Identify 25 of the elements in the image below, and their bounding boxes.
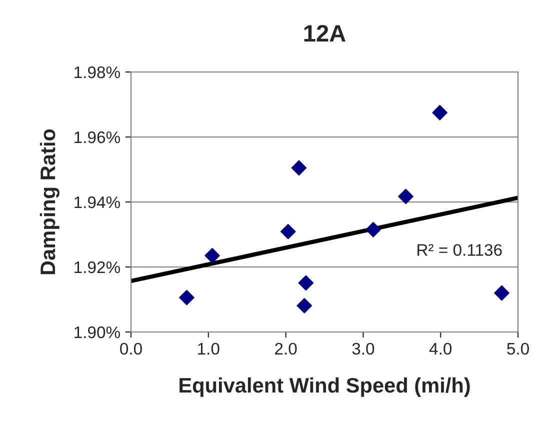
y-tick-label: 1.92% xyxy=(74,261,120,274)
point xyxy=(298,275,314,291)
x-tick-label: 5.0 xyxy=(507,342,529,355)
y-tick-label: 1.96% xyxy=(74,131,120,144)
x-tick-label: 2.0 xyxy=(275,342,297,355)
point xyxy=(432,104,448,120)
point xyxy=(204,248,220,264)
x-tick-label: 3.0 xyxy=(352,342,374,355)
x-tick-label: 4.0 xyxy=(429,342,452,355)
point xyxy=(179,290,194,306)
point xyxy=(494,285,510,301)
x-axis-title: Equivalent Wind Speed (mi/h) xyxy=(180,377,470,397)
x-tick-label: 1.0 xyxy=(198,342,220,355)
y-tick-label: 1.98% xyxy=(74,66,120,78)
chart-title: 12A xyxy=(304,24,346,42)
y-tick-label: 1.90% xyxy=(74,326,120,338)
x-tick-label: 0.0 xyxy=(120,342,142,355)
y-tick-label: 1.94% xyxy=(74,196,120,208)
point xyxy=(291,160,307,176)
point xyxy=(280,224,296,240)
y-axis-title: Damping Ratio xyxy=(40,129,60,274)
point xyxy=(296,298,312,314)
annotation: R² = 0.1136 xyxy=(418,244,502,256)
point xyxy=(398,188,414,204)
point xyxy=(366,222,381,238)
